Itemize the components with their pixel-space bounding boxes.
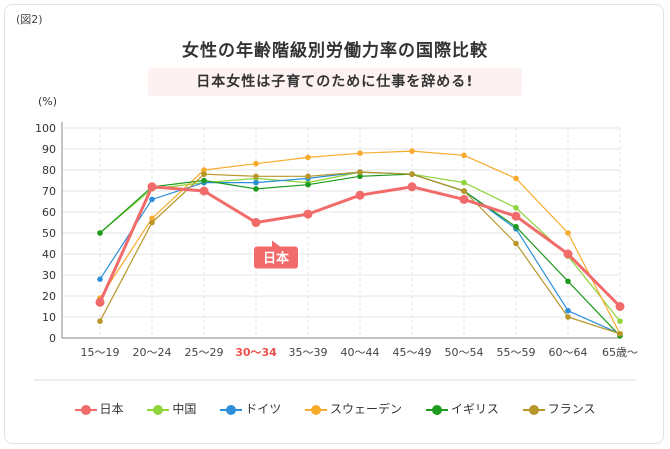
data-point-japan: [95, 297, 105, 307]
legend-marker: [147, 404, 170, 416]
annotation-box: [254, 246, 298, 269]
legend-item-germany: ドイツ: [220, 400, 281, 417]
data-point-sweden: [461, 152, 467, 159]
legend-item-japan: 日本: [74, 400, 124, 417]
data-point-sweden: [565, 230, 571, 236]
x-tick-label: 35〜39: [289, 346, 328, 359]
legend-marker: [220, 404, 243, 416]
y-tick-label: 40: [42, 248, 56, 261]
x-tick-label: 15〜19: [81, 346, 120, 359]
y-axis-unit-label: (%): [38, 95, 57, 108]
data-point-uk: [357, 173, 363, 180]
y-tick-label: 90: [42, 143, 56, 156]
y-tick-label: 0: [49, 332, 56, 345]
annotation-label: 日本: [263, 251, 289, 267]
x-tick-label: 65歳〜: [602, 346, 638, 359]
data-point-sweden: [149, 215, 155, 222]
x-tick-label: 30〜34: [235, 346, 277, 359]
data-point-uk: [305, 181, 311, 188]
legend-label: ドイツ: [245, 402, 282, 416]
legend-marker: [425, 404, 448, 416]
data-point-uk: [513, 223, 519, 230]
chart-legend: 日本 中国 ドイツ スウェーデン イギリス フランス: [0, 400, 670, 417]
data-point-france: [617, 331, 623, 337]
legend-marker: [305, 404, 328, 416]
legend-marker: [522, 404, 545, 416]
data-point-france: [357, 169, 363, 175]
figure-label: (図2): [16, 13, 43, 26]
data-point-sweden: [253, 160, 259, 167]
data-point-france: [97, 318, 103, 325]
x-tick-label: 25〜29: [185, 346, 224, 359]
y-tick-label: 60: [42, 206, 56, 219]
data-point-japan: [199, 186, 209, 196]
data-point-sweden: [201, 167, 207, 173]
x-tick-label: 50〜54: [445, 346, 484, 359]
data-point-france: [565, 314, 571, 320]
x-tick-label: 40〜44: [341, 346, 380, 359]
data-point-uk: [565, 278, 571, 285]
y-tick-label: 10: [42, 311, 56, 324]
legend-marker: [74, 404, 97, 416]
data-point-sweden: [357, 150, 363, 156]
data-point-germany: [253, 179, 259, 186]
data-point-france: [201, 171, 207, 177]
data-point-china: [617, 318, 623, 325]
legend-label: 中国: [172, 402, 197, 416]
data-point-japan: [615, 302, 625, 311]
legend-item-china: 中国: [147, 400, 196, 417]
data-point-china: [513, 205, 519, 211]
data-point-uk: [201, 177, 207, 184]
data-point-france: [253, 173, 259, 180]
data-point-china: [461, 179, 467, 186]
y-tick-label: 100: [35, 122, 56, 135]
data-point-japan: [251, 218, 261, 227]
data-point-japan: [563, 249, 573, 259]
y-tick-label: 20: [42, 290, 56, 303]
y-tick-label: 70: [42, 185, 56, 198]
legend-label: フランス: [547, 402, 596, 416]
y-tick-label: 80: [42, 164, 56, 177]
data-point-sweden: [305, 154, 311, 161]
chart-title: 女性の年齢階級別労働力率の国際比較: [182, 41, 488, 61]
data-point-france: [305, 173, 311, 180]
data-point-germany: [565, 307, 571, 314]
legend-label: 日本: [99, 402, 124, 416]
data-point-sweden: [513, 175, 519, 182]
data-point-japan: [459, 194, 469, 204]
y-tick-label: 30: [42, 269, 56, 282]
y-tick-label: 50: [42, 227, 56, 240]
data-point-germany: [97, 276, 103, 283]
chart-subtitle: 日本女性は子育てのために仕事を辞める!: [148, 68, 522, 96]
legend-label: スウェーデン: [330, 402, 403, 416]
data-point-france: [461, 188, 467, 194]
data-point-uk: [253, 186, 259, 192]
series-line-japan: [98, 185, 622, 308]
data-point-japan: [355, 190, 365, 200]
data-point-uk: [97, 230, 103, 236]
data-point-france: [149, 219, 155, 226]
legend-label: イギリス: [450, 402, 499, 416]
data-point-sweden: [409, 148, 415, 154]
data-point-france: [409, 171, 415, 177]
data-point-germany: [149, 196, 155, 203]
x-tick-label: 60〜64: [549, 346, 588, 359]
legend-item-sweden: スウェーデン: [305, 400, 402, 417]
x-tick-label: 20〜24: [133, 346, 172, 359]
data-point-france: [513, 240, 519, 247]
data-point-japan: [147, 182, 157, 192]
data-point-japan: [407, 182, 417, 192]
data-point-japan: [511, 211, 521, 221]
x-tick-label: 55〜59: [497, 346, 536, 359]
data-point-japan: [303, 209, 313, 219]
legend-item-france: フランス: [522, 400, 596, 417]
x-tick-label: 45〜49: [393, 346, 432, 359]
legend-item-uk: イギリス: [425, 400, 499, 417]
